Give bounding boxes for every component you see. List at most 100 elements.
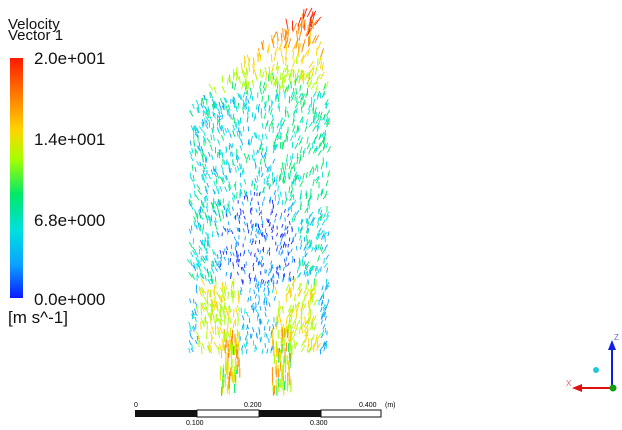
velocity-vector <box>205 112 210 119</box>
velocity-vector <box>275 321 277 327</box>
velocity-vector <box>272 158 276 164</box>
velocity-vector <box>253 115 256 122</box>
velocity-vector <box>268 326 271 331</box>
velocity-vector <box>290 308 295 317</box>
velocity-vector <box>198 261 202 267</box>
velocity-vector <box>282 277 284 283</box>
velocity-vector <box>281 119 286 126</box>
velocity-vector <box>321 90 326 98</box>
velocity-vector <box>298 156 302 164</box>
velocity-vector <box>320 320 323 325</box>
velocity-vector <box>292 211 297 218</box>
velocity-vector <box>194 301 198 307</box>
velocity-vector <box>246 338 248 344</box>
velocity-vector <box>231 151 234 158</box>
velocity-vector <box>257 201 260 206</box>
velocity-vector <box>282 85 285 93</box>
velocity-vector <box>307 300 310 309</box>
velocity-vector <box>327 146 332 153</box>
velocity-vector <box>298 74 301 83</box>
velocity-vector <box>213 251 217 257</box>
velocity-vector <box>318 142 321 149</box>
velocity-vector <box>250 305 254 311</box>
velocity-vector <box>255 185 259 192</box>
velocity-vector <box>296 319 301 327</box>
velocity-vector <box>261 220 264 225</box>
velocity-vector <box>300 322 305 330</box>
velocity-vector <box>274 80 279 88</box>
velocity-vector <box>227 221 230 226</box>
velocity-vector <box>229 143 233 148</box>
velocity-vector <box>266 250 269 255</box>
velocity-vector <box>284 92 286 99</box>
velocity-vector <box>276 232 278 237</box>
velocity-vector <box>232 281 234 290</box>
velocity-vector <box>303 19 306 29</box>
velocity-vector <box>302 8 308 19</box>
velocity-vector <box>198 286 204 294</box>
velocity-vector <box>282 55 284 65</box>
velocity-vector <box>196 335 199 341</box>
velocity-vector <box>226 77 229 85</box>
velocity-vector <box>276 265 279 270</box>
velocity-vector <box>325 303 329 309</box>
velocity-vector <box>220 295 223 303</box>
velocity-vector <box>220 108 223 115</box>
velocity-vector <box>294 101 299 109</box>
velocity-vector <box>306 71 311 79</box>
velocity-vector <box>306 27 313 37</box>
velocity-vector <box>280 251 283 256</box>
velocity-vector <box>264 312 267 318</box>
velocity-vector <box>206 137 211 144</box>
velocity-vector <box>321 248 327 254</box>
velocity-vector <box>307 200 310 207</box>
velocity-vector <box>251 154 254 161</box>
velocity-vector <box>225 159 228 166</box>
velocity-vector <box>250 231 253 236</box>
velocity-vector <box>263 293 266 299</box>
velocity-vector <box>265 100 267 107</box>
velocity-vector <box>326 211 329 217</box>
velocity-vector <box>260 210 263 215</box>
velocity-vector <box>235 251 238 256</box>
velocity-vector <box>298 257 301 263</box>
velocity-vector <box>294 341 298 350</box>
velocity-vector <box>209 312 213 321</box>
velocity-vector <box>294 78 297 86</box>
velocity-vector <box>289 204 293 211</box>
velocity-vector <box>202 111 205 117</box>
velocity-vector <box>225 175 228 181</box>
velocity-vector <box>291 258 294 263</box>
velocity-vector <box>257 248 259 253</box>
velocity-vector <box>316 338 319 348</box>
velocity-vector <box>201 273 205 279</box>
velocity-vector <box>243 215 246 220</box>
velocity-vector <box>210 201 214 209</box>
velocity-vector <box>263 151 267 158</box>
velocity-vector <box>205 124 209 129</box>
velocity-vector <box>271 172 274 178</box>
velocity-vector <box>202 201 205 208</box>
velocity-vector <box>241 70 246 79</box>
velocity-vector <box>232 72 236 80</box>
velocity-vector <box>264 122 268 130</box>
velocity-vector <box>242 210 245 214</box>
velocity-vector <box>316 222 320 229</box>
velocity-vector <box>277 66 279 74</box>
velocity-vector <box>310 284 313 292</box>
velocity-vector <box>322 324 326 330</box>
velocity-vector <box>251 223 255 229</box>
velocity-vector <box>306 222 310 228</box>
velocity-vector <box>310 334 315 342</box>
axis-triad[interactable]: Z X <box>566 330 622 400</box>
velocity-vector <box>288 314 291 322</box>
velocity-vector <box>195 251 199 258</box>
velocity-vector <box>222 176 225 183</box>
velocity-vector <box>261 348 264 355</box>
velocity-vector <box>224 281 227 290</box>
velocity-vector <box>222 129 225 136</box>
velocity-vector <box>194 311 198 317</box>
velocity-vector-plot[interactable] <box>150 5 450 405</box>
velocity-vector <box>245 78 248 87</box>
velocity-vector <box>192 175 195 182</box>
